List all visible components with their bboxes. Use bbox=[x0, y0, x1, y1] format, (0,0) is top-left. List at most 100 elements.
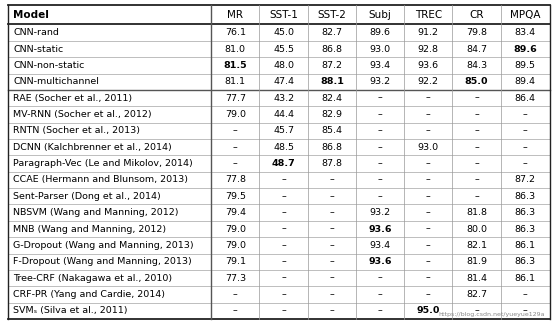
Text: 86.1: 86.1 bbox=[514, 241, 535, 250]
Text: –: – bbox=[426, 159, 431, 168]
Text: –: – bbox=[281, 241, 286, 250]
Text: –: – bbox=[523, 143, 527, 152]
Text: –: – bbox=[426, 175, 431, 184]
Text: –: – bbox=[281, 208, 286, 217]
Text: –: – bbox=[474, 126, 479, 135]
Text: 79.1: 79.1 bbox=[225, 257, 246, 266]
Text: –: – bbox=[330, 290, 334, 299]
Text: SST-1: SST-1 bbox=[269, 10, 298, 20]
Text: 81.0: 81.0 bbox=[225, 45, 246, 54]
Text: 86.3: 86.3 bbox=[514, 224, 535, 234]
Text: –: – bbox=[233, 159, 238, 168]
Text: RAE (Socher et al., 2011): RAE (Socher et al., 2011) bbox=[13, 94, 132, 103]
Text: Model: Model bbox=[13, 10, 49, 20]
Text: –: – bbox=[523, 290, 527, 299]
Text: 48.0: 48.0 bbox=[273, 61, 294, 70]
Text: 82.4: 82.4 bbox=[321, 94, 342, 103]
Text: 93.0: 93.0 bbox=[418, 143, 439, 152]
Text: 44.4: 44.4 bbox=[273, 110, 294, 119]
Text: –: – bbox=[474, 306, 479, 315]
Text: –: – bbox=[378, 175, 383, 184]
Text: TREC: TREC bbox=[415, 10, 442, 20]
Text: CNN-rand: CNN-rand bbox=[13, 28, 59, 37]
Text: 92.8: 92.8 bbox=[418, 45, 439, 54]
Text: 93.4: 93.4 bbox=[369, 241, 390, 250]
Text: 79.0: 79.0 bbox=[225, 110, 246, 119]
Text: CNN-static: CNN-static bbox=[13, 45, 63, 54]
Text: 86.3: 86.3 bbox=[514, 257, 535, 266]
Text: 81.4: 81.4 bbox=[466, 274, 487, 283]
Text: –: – bbox=[523, 126, 527, 135]
Text: 85.4: 85.4 bbox=[321, 126, 342, 135]
Text: 81.9: 81.9 bbox=[466, 257, 487, 266]
Text: 81.1: 81.1 bbox=[225, 77, 246, 86]
Text: 86.8: 86.8 bbox=[321, 45, 342, 54]
Text: 89.5: 89.5 bbox=[514, 61, 535, 70]
Text: –: – bbox=[330, 241, 334, 250]
Text: –: – bbox=[330, 224, 334, 234]
Text: –: – bbox=[426, 126, 431, 135]
Text: 87.2: 87.2 bbox=[514, 175, 535, 184]
Text: 77.8: 77.8 bbox=[225, 175, 246, 184]
Text: Paragraph-Vec (Le and Mikolov, 2014): Paragraph-Vec (Le and Mikolov, 2014) bbox=[13, 159, 193, 168]
Text: 45.5: 45.5 bbox=[273, 45, 294, 54]
Text: 81.5: 81.5 bbox=[223, 61, 247, 70]
Text: 79.4: 79.4 bbox=[225, 208, 246, 217]
Text: –: – bbox=[523, 306, 527, 315]
Text: MR: MR bbox=[227, 10, 243, 20]
Text: CR: CR bbox=[469, 10, 484, 20]
Text: 89.6: 89.6 bbox=[369, 28, 390, 37]
Text: https://blog.csdn.net/yueyue129a: https://blog.csdn.net/yueyue129a bbox=[439, 312, 545, 317]
Text: –: – bbox=[474, 159, 479, 168]
Text: –: – bbox=[474, 94, 479, 103]
Text: –: – bbox=[426, 110, 431, 119]
Text: 95.0: 95.0 bbox=[416, 306, 440, 315]
Text: –: – bbox=[426, 224, 431, 234]
Text: –: – bbox=[474, 143, 479, 152]
Text: 48.5: 48.5 bbox=[273, 143, 294, 152]
Text: MV-RNN (Socher et al., 2012): MV-RNN (Socher et al., 2012) bbox=[13, 110, 152, 119]
Text: 77.3: 77.3 bbox=[225, 274, 246, 283]
Text: –: – bbox=[378, 290, 383, 299]
Text: 93.0: 93.0 bbox=[369, 45, 390, 54]
Text: –: – bbox=[330, 257, 334, 266]
Text: 93.6: 93.6 bbox=[368, 257, 392, 266]
Text: –: – bbox=[330, 192, 334, 201]
Text: –: – bbox=[281, 192, 286, 201]
Text: 92.2: 92.2 bbox=[418, 77, 439, 86]
Text: DCNN (Kalchbrenner et al., 2014): DCNN (Kalchbrenner et al., 2014) bbox=[13, 143, 172, 152]
Text: 93.6: 93.6 bbox=[368, 224, 392, 234]
Text: –: – bbox=[330, 175, 334, 184]
Text: CCAE (Hermann and Blunsom, 2013): CCAE (Hermann and Blunsom, 2013) bbox=[13, 175, 188, 184]
Text: 86.3: 86.3 bbox=[514, 208, 535, 217]
Text: –: – bbox=[330, 274, 334, 283]
Text: –: – bbox=[233, 306, 238, 315]
Text: 81.8: 81.8 bbox=[466, 208, 487, 217]
Text: 45.0: 45.0 bbox=[273, 28, 294, 37]
Text: MPQA: MPQA bbox=[509, 10, 540, 20]
Text: –: – bbox=[426, 274, 431, 283]
Text: MNB (Wang and Manning, 2012): MNB (Wang and Manning, 2012) bbox=[13, 224, 166, 234]
Text: 80.0: 80.0 bbox=[466, 224, 487, 234]
Text: –: – bbox=[378, 143, 383, 152]
Text: –: – bbox=[474, 110, 479, 119]
Text: –: – bbox=[233, 143, 238, 152]
Text: –: – bbox=[426, 94, 431, 103]
Text: 87.2: 87.2 bbox=[321, 61, 342, 70]
Text: –: – bbox=[426, 241, 431, 250]
Text: 77.7: 77.7 bbox=[225, 94, 246, 103]
Text: –: – bbox=[523, 159, 527, 168]
Text: CRF-PR (Yang and Cardie, 2014): CRF-PR (Yang and Cardie, 2014) bbox=[13, 290, 165, 299]
Text: Subj: Subj bbox=[369, 10, 392, 20]
Text: 79.8: 79.8 bbox=[466, 28, 487, 37]
Text: F-Dropout (Wang and Manning, 2013): F-Dropout (Wang and Manning, 2013) bbox=[13, 257, 192, 266]
Text: 48.7: 48.7 bbox=[272, 159, 295, 168]
Text: –: – bbox=[233, 290, 238, 299]
Text: –: – bbox=[474, 175, 479, 184]
Text: 79.0: 79.0 bbox=[225, 241, 246, 250]
Text: –: – bbox=[281, 306, 286, 315]
Text: 82.9: 82.9 bbox=[321, 110, 342, 119]
Text: CNN-multichannel: CNN-multichannel bbox=[13, 77, 99, 86]
Text: –: – bbox=[378, 274, 383, 283]
Text: 86.4: 86.4 bbox=[514, 94, 535, 103]
